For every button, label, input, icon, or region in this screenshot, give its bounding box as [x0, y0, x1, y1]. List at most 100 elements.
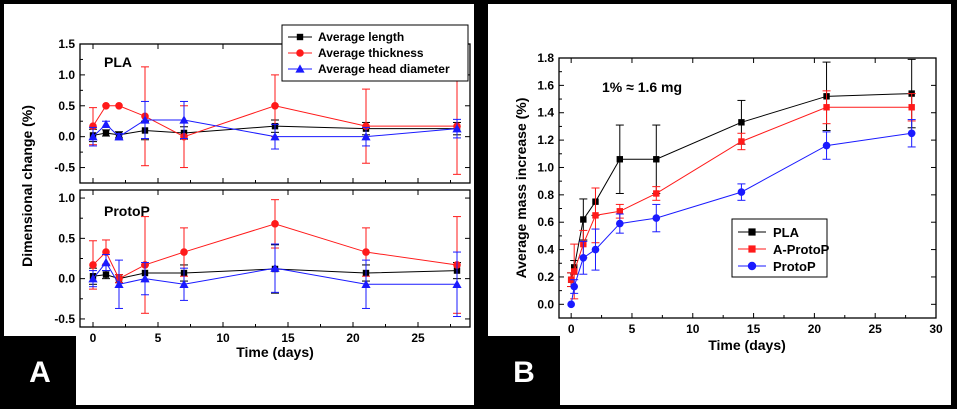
mass-point: [567, 300, 575, 309]
mass-ytick-label: 0.4: [537, 243, 554, 257]
legend-label-protop: ProtoP: [773, 259, 816, 274]
mass-xtick-label: 5: [629, 322, 636, 336]
mass-point: [653, 190, 660, 197]
panel-b-y-axis-label: Average mass increase (%): [513, 98, 529, 279]
pla-point: [89, 122, 97, 130]
protop-point: [102, 271, 110, 278]
protop-xtick-label: 5: [155, 331, 162, 345]
mass-point: [579, 253, 588, 262]
mass-point: [907, 129, 916, 138]
protop-xtick-label: 10: [216, 331, 230, 345]
legend-marker: [748, 245, 756, 253]
panel-a-badge: [4, 336, 76, 405]
protop-ytick-label: -0.5: [54, 312, 75, 326]
legend-box: [731, 218, 828, 278]
pla-point: [101, 119, 111, 128]
mass-axes-frame: [558, 57, 937, 319]
protop-xtick-label: 15: [281, 331, 295, 345]
mass-ytick-label: 0.2: [537, 270, 554, 284]
mass-ytick-label: 0.6: [537, 215, 554, 229]
pla-ytick-label: 1.5: [58, 37, 75, 51]
mass-xtick-label: 0: [568, 322, 575, 336]
protop-point: [180, 248, 188, 256]
pla-point: [102, 101, 110, 110]
protop-point: [361, 279, 371, 288]
protop-point: [362, 248, 370, 256]
protop-plot: -0.5 0.0 0.5 1.0 0 5 10 15 20 25 ProtoP: [54, 189, 471, 345]
pla-point: [361, 132, 371, 141]
protop-ytick-label: 0.5: [58, 231, 75, 245]
mass-ytick-label: 0.0: [537, 297, 554, 311]
panel-a-y-axis-label: Dimensional change (%): [19, 105, 35, 267]
mass-xtick-label: 30: [929, 322, 943, 336]
panel-a-x-axis-label: Time (days): [236, 344, 314, 360]
pla-ytick-label: -0.5: [54, 161, 75, 175]
panel-b-background: [488, 4, 951, 405]
mass-point: [592, 212, 599, 219]
pla-point: [452, 124, 462, 133]
pla-axes-frame: [79, 43, 471, 184]
mass-point: [737, 188, 746, 196]
legend-marker: [747, 261, 757, 271]
panel-b-legend: PLA A-ProtoP ProtoP: [731, 218, 830, 278]
panel-a-label: A: [29, 356, 51, 389]
mass-plot: 0.0 0.2 0.4 0.6 0.8 1.0 1.2 1.4 1.6 1.8 0 5 10 15 20 25…: [537, 51, 943, 336]
mass-ytick-label: 1.2: [537, 133, 554, 147]
pla-plot: -0.5 0.0 0.5 1.0 1.5 PLA: [54, 37, 471, 184]
pla-point: [88, 132, 98, 141]
legend-label-average-length: Average length: [318, 30, 404, 44]
protop-ytick-label: 1.0: [58, 191, 75, 205]
panel-a: -0.5 0.0 0.5 1.0 1.5 PLA -0.5 0.0 0.5 1.0 0 5 10 15 20…: [4, 4, 474, 405]
mass-xtick-label: 20: [808, 322, 822, 336]
mass-point: [908, 104, 915, 111]
protop-xtick-label: 25: [411, 331, 425, 345]
protop-subplot-title: ProtoP: [104, 203, 150, 219]
mass-point: [652, 214, 661, 222]
mass-point: [591, 245, 600, 254]
protop-point: [114, 279, 124, 288]
pla-series-average-head-diameter: [88, 100, 462, 150]
pla-point: [102, 129, 110, 137]
pla-point: [179, 115, 189, 124]
panel-b-x-axis-label: Time (days): [708, 337, 786, 353]
pla-point: [114, 132, 124, 141]
mass-ytick-label: 1.4: [537, 106, 554, 120]
protop-series-average-head-diameter: [88, 243, 462, 318]
legend-label-a-protop: A-ProtoP: [773, 242, 830, 257]
mass-point: [616, 208, 624, 215]
protop-point: [88, 274, 98, 283]
mass-xtick-label: 25: [869, 322, 883, 336]
pla-subplot-title: PLA: [104, 54, 132, 70]
mass-xtick-label: 15: [747, 322, 761, 336]
pla-point: [271, 101, 279, 110]
mass-point: [570, 282, 579, 291]
pla-ytick-label: 1.0: [58, 68, 75, 82]
protop-line-average-thickness: [92, 223, 458, 280]
legend-label-average-thickness: Average thickness: [318, 46, 424, 60]
mass-point: [822, 141, 831, 150]
mass-xtick-label: 10: [686, 322, 700, 336]
pla-point: [362, 122, 370, 130]
legend-label-pla: PLA: [773, 225, 800, 240]
mass-point: [616, 156, 624, 163]
protop-point: [271, 220, 279, 228]
mass-ytick-label: 1.6: [537, 78, 554, 92]
legend-box: [281, 24, 469, 82]
mass-point: [738, 138, 745, 145]
mass-point: [653, 156, 660, 163]
protop-xtick-label: 20: [346, 331, 360, 345]
mass-ytick-label: 0.8: [537, 188, 554, 202]
protop-ytick-label: 0.0: [58, 272, 75, 286]
protop-point: [140, 274, 150, 283]
panel-b-annotation: 1% ≈ 1.6 mg: [602, 79, 682, 95]
protop-point: [179, 279, 189, 288]
protop-point: [270, 263, 280, 272]
panel-b-badge: [488, 336, 560, 405]
mass-ytick-label: 1.8: [537, 51, 554, 65]
legend-label-average-head-diameter: Average head diameter: [318, 62, 450, 76]
legend-marker: [296, 33, 304, 41]
mass-point: [580, 216, 587, 223]
pla-ytick-label: 0.0: [58, 130, 75, 144]
protop-point: [101, 257, 111, 267]
protop-point: [89, 261, 97, 269]
